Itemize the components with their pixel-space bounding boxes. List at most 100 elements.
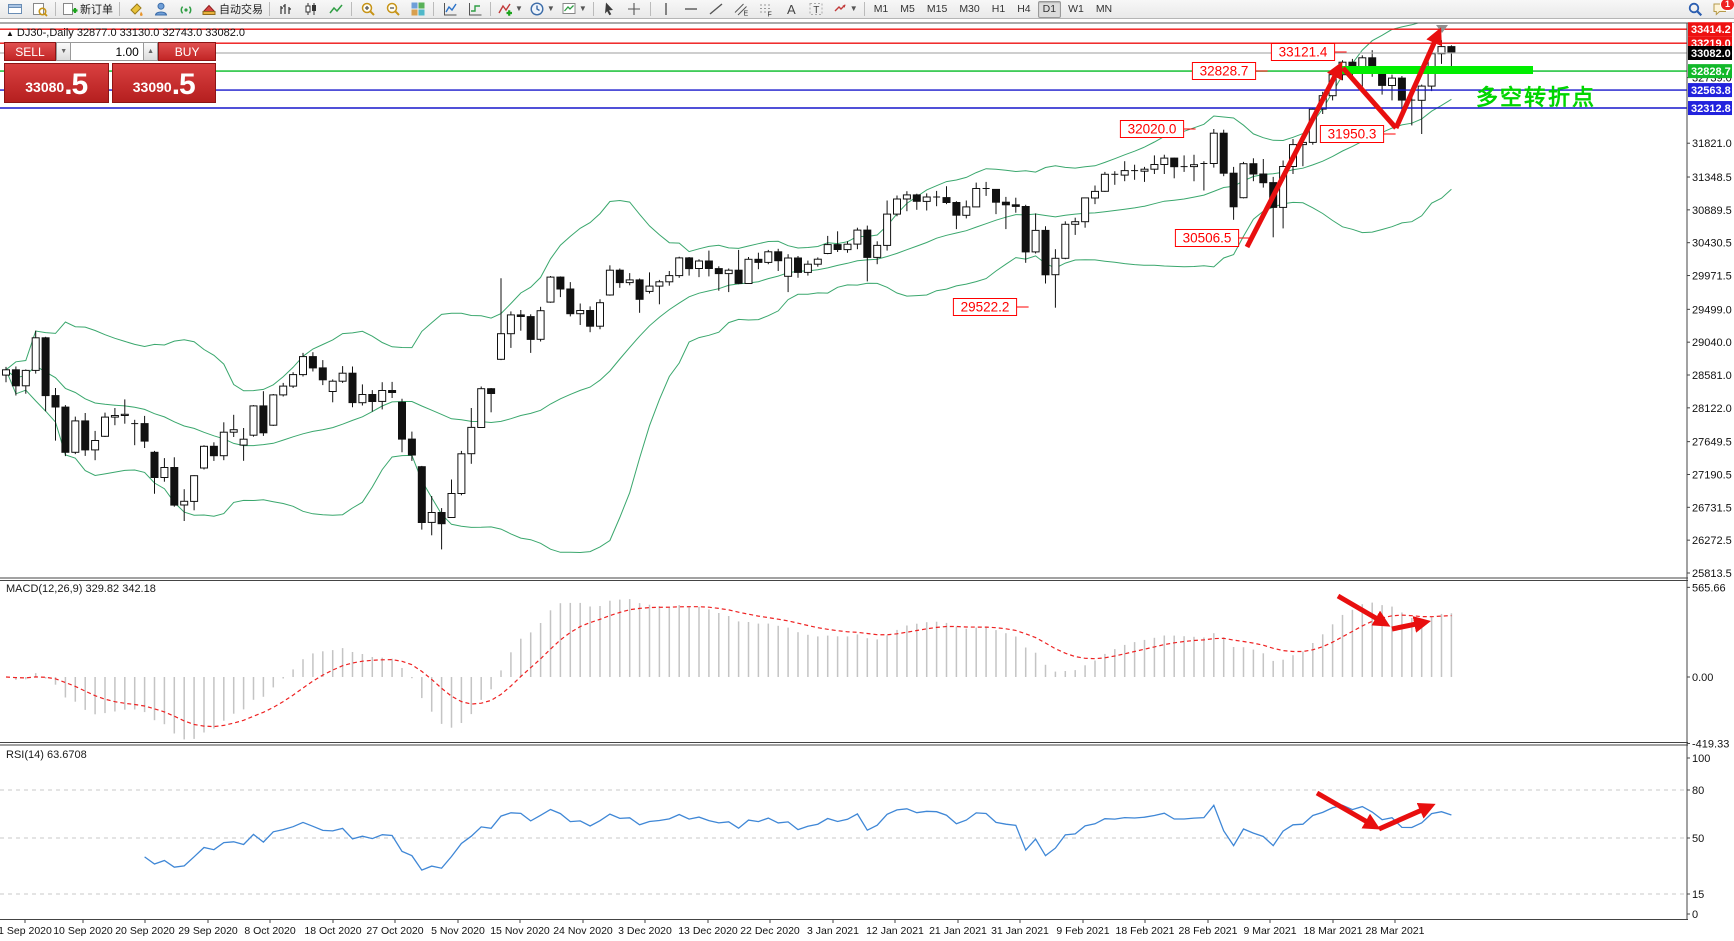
svg-text:18 Feb 2021: 18 Feb 2021: [1116, 925, 1175, 937]
price-callout-32828.7[interactable]: [1191, 62, 1257, 80]
timeframe-m1-button[interactable]: M1: [873, 3, 889, 15]
bull-bear-turning-point-note: 多空转折点: [1476, 85, 1597, 110]
hline-icon: [685, 8, 698, 10]
zoomout-button[interactable]: [380, 0, 405, 19]
barschart-button[interactable]: [273, 0, 298, 19]
svg-text:18 Mar 2021: 18 Mar 2021: [1304, 925, 1363, 937]
buy-price-button[interactable]: 33090.5: [111, 63, 216, 103]
linechart-icon: [328, 4, 343, 14]
crosshair-icon: [628, 3, 641, 15]
price-callout-30506.5[interactable]: [1174, 229, 1240, 247]
linechart-button[interactable]: [323, 0, 348, 19]
timeframe-h1-button[interactable]: H1: [991, 3, 1006, 15]
zoomin-button[interactable]: [355, 0, 380, 19]
collapse-arrow-icon[interactable]: ▲: [6, 29, 14, 38]
timeframe-h4-button[interactable]: H4: [1017, 3, 1031, 15]
svg-text:32828.7: 32828.7: [1200, 64, 1249, 79]
channel-button[interactable]: E: [729, 0, 754, 19]
clock-button[interactable]: ▼: [526, 0, 558, 19]
macd-arrow-2[interactable]: [1391, 616, 1431, 633]
candlesticks-button[interactable]: [298, 0, 323, 19]
panel-borders: [0, 22, 1734, 920]
search-button[interactable]: [1682, 0, 1707, 19]
testchart-button[interactable]: [437, 0, 462, 19]
trend-arrow-1[interactable]: [1244, 61, 1343, 249]
price-callout-33121.4[interactable]: [1270, 43, 1336, 61]
timeframe-d1-button[interactable]: D1: [1037, 0, 1062, 18]
svg-text:33082.0: 33082.0: [1691, 48, 1731, 60]
person-icon: [154, 2, 167, 16]
bucket-button[interactable]: [123, 0, 148, 19]
timeframe-w1-button[interactable]: W1: [1068, 3, 1084, 15]
dropdown-caret-icon: ▼: [515, 4, 523, 13]
trendline-button[interactable]: [704, 0, 729, 19]
rsi-indicator-label: RSI(14) 63.6708: [6, 749, 87, 761]
addindicator-button[interactable]: ▼: [494, 0, 526, 19]
template-button[interactable]: ▼: [558, 0, 590, 19]
svg-text:26272.5: 26272.5: [1692, 535, 1732, 547]
testchart2-button[interactable]: [462, 0, 487, 19]
sell-button[interactable]: SELL: [4, 42, 56, 61]
timeframe-m15-button[interactable]: M15: [926, 3, 948, 15]
svg-text:10 Sep 2020: 10 Sep 2020: [53, 925, 113, 937]
fibo-button[interactable]: F: [754, 0, 779, 19]
zoomin-icon: [361, 2, 375, 16]
timeframe-m30-button[interactable]: M30: [959, 3, 980, 15]
volume-input[interactable]: 1.00: [71, 42, 143, 61]
preview-icon: [32, 3, 48, 17]
neworder-button[interactable]: 新订单: [59, 0, 116, 19]
svg-text:33121.4: 33121.4: [1279, 45, 1328, 60]
toolbar-separator: [490, 2, 491, 16]
rsi-arrow-1[interactable]: [1315, 790, 1381, 830]
price-callout-29522.2[interactable]: [952, 298, 1018, 316]
svg-text:22 Dec 2020: 22 Dec 2020: [740, 925, 800, 937]
trend-arrow-2[interactable]: [1341, 66, 1398, 130]
svg-text:25813.5: 25813.5: [1692, 568, 1732, 580]
dropdown-caret-icon: ▼: [578, 4, 587, 13]
testchart2-icon: [468, 3, 481, 16]
trend-arrow-3[interactable]: [1393, 27, 1442, 130]
person-button[interactable]: [148, 0, 173, 19]
rsi-arrow-2[interactable]: [1377, 803, 1436, 832]
textA-button[interactable]: A: [779, 0, 804, 19]
autotrade-button[interactable]: 自动交易: [198, 0, 266, 19]
tile-button[interactable]: [405, 0, 430, 19]
price-axis: 32739.031821.031348.530889.530430.529971…: [1687, 22, 1734, 921]
svg-text:24 Nov 2020: 24 Nov 2020: [553, 925, 613, 937]
vline-button[interactable]: [654, 0, 679, 19]
volume-decrease-button[interactable]: ▼: [55, 42, 72, 61]
notifications-button[interactable]: 1: [1707, 0, 1734, 19]
svg-text:18 Oct 2020: 18 Oct 2020: [304, 925, 361, 937]
signal-button[interactable]: [173, 0, 198, 19]
volume-increase-button[interactable]: ▲: [142, 42, 159, 61]
timeframe-m5-button[interactable]: M5: [900, 3, 915, 15]
svg-text:12 Jan 2021: 12 Jan 2021: [866, 925, 924, 937]
price-callout-32020.0[interactable]: [1119, 120, 1185, 138]
price-callout-31950.3[interactable]: [1319, 125, 1385, 143]
sell-price-button[interactable]: 33080.5: [4, 63, 109, 103]
crosshair-button[interactable]: [622, 0, 647, 19]
shapes-button[interactable]: ▼: [829, 0, 861, 19]
buy-button[interactable]: BUY: [158, 42, 216, 61]
window-button[interactable]: [2, 0, 27, 19]
buy-price-pip: .5: [171, 68, 196, 101]
timeframe-mn-button[interactable]: MN: [1095, 3, 1113, 15]
preview-button[interactable]: [27, 0, 52, 19]
macd-arrow-1[interactable]: [1336, 593, 1391, 627]
thick-green-support-bar[interactable]: [1338, 66, 1533, 74]
search-icon: [1688, 2, 1702, 17]
axis-badge-33414.2: [1688, 22, 1732, 37]
barschart-icon: [279, 4, 291, 14]
cursor-button[interactable]: [597, 0, 622, 19]
main-price-plot[interactable]: [2, 10, 1456, 554]
candlesticks-icon: [305, 3, 316, 15]
axis-badge-32828.7: [1688, 64, 1732, 79]
macd-signal-line: [5, 606, 1452, 728]
labelT-button[interactable]: T: [804, 0, 829, 19]
sell-price-main: 33080: [25, 79, 65, 95]
toolbar-separator: [119, 2, 120, 16]
rsi-value: 63.6708: [46, 749, 87, 761]
hline-button[interactable]: [679, 0, 704, 19]
svg-text:27649.5: 27649.5: [1692, 437, 1732, 449]
